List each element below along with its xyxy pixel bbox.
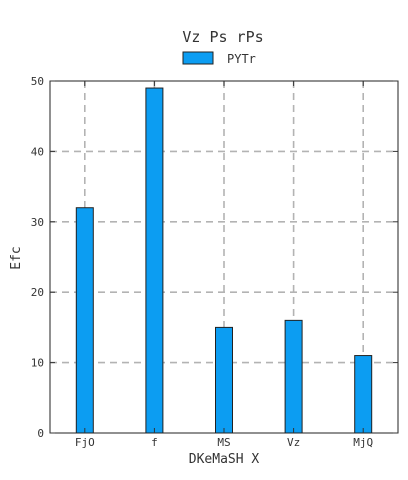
legend-swatch [182,51,214,65]
x-axis-label: DKeMaSH X [189,452,260,467]
legend: PYTr [182,51,256,66]
bar-MjQ [354,355,373,434]
x-axis-ticks: FjO f MS Vz MjQ [75,81,373,449]
chart-title: Vz Ps rPs [182,28,263,46]
y-tick-label: 10 [31,357,44,370]
y-tick-label: 20 [31,286,44,299]
y-tick-label: 50 [31,75,44,88]
x-tick-label: MjQ [353,436,373,449]
bars [75,87,373,434]
y-axis-label: Efc [9,246,24,269]
y-axis-ticks: 0 10 20 30 40 50 [31,75,398,440]
bar-f [145,87,164,434]
legend-label: PYTr [227,52,256,66]
x-tick-label: Vz [287,436,300,449]
y-tick-label: 40 [31,145,44,158]
x-tick-label: FjO [75,436,95,449]
bar-Vz [284,319,303,434]
y-tick-label: 0 [37,427,44,440]
x-tick-label: MS [217,436,230,449]
bar-FjO [75,207,94,434]
x-tick-label: f [151,436,158,449]
bar-MS [215,326,233,434]
y-tick-label: 30 [31,216,44,229]
